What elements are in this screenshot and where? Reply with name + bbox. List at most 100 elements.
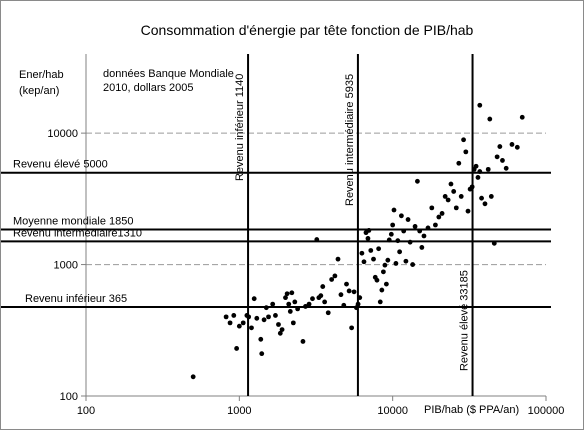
data-point-62 [377, 299, 383, 305]
data-point-69 [388, 231, 394, 237]
data-point-10 [251, 296, 257, 302]
data-point-46 [346, 288, 352, 294]
data-point-89 [436, 214, 442, 220]
data-point-96 [456, 160, 462, 166]
data-point-55 [365, 236, 371, 241]
data-point-84 [419, 245, 425, 250]
data-point-75 [398, 213, 404, 219]
data-point-13 [259, 351, 265, 357]
data-point-74 [397, 249, 403, 255]
data-point-64 [380, 269, 386, 275]
data-point-90 [439, 211, 445, 216]
y-axis-label-line-1: Ener/hab [19, 69, 64, 81]
data-point-3 [231, 313, 237, 318]
data-point-48 [351, 289, 357, 295]
data-point-25 [287, 309, 293, 314]
data-point-102 [469, 184, 475, 190]
data-point-12 [258, 336, 264, 342]
data-point-51 [357, 295, 363, 301]
data-point-119 [477, 102, 483, 108]
data-point-2 [227, 320, 233, 326]
data-point-18 [273, 313, 278, 318]
data-point-45 [344, 281, 349, 287]
data-point-41 [332, 273, 338, 279]
hline-label-0: Revenu élevé 5000 [13, 159, 108, 171]
x-tick-label-2: 10000 [377, 405, 408, 417]
data-point-98 [461, 137, 466, 143]
data-point-33 [310, 296, 315, 302]
data-point-73 [395, 238, 401, 244]
data-point-108 [482, 201, 488, 207]
y-axis-label-line-2: (kep/an) [19, 85, 59, 97]
data-point-99 [463, 149, 469, 155]
data-point-43 [338, 292, 344, 298]
data-point-52 [359, 250, 365, 256]
data-point-60 [374, 277, 380, 283]
data-point-91 [442, 194, 448, 199]
data-point-115 [503, 165, 509, 171]
data-point-31 [303, 304, 308, 309]
data-point-21 [279, 327, 285, 333]
data-point-77 [403, 258, 409, 264]
data-point-87 [429, 205, 435, 211]
data-point-82 [415, 178, 420, 184]
data-point-20 [277, 330, 283, 336]
data-point-14 [261, 317, 267, 323]
data-point-104 [473, 163, 479, 169]
data-point-112 [494, 154, 500, 160]
data-point-118 [519, 114, 525, 120]
data-point-22 [283, 295, 288, 301]
data-point-78 [405, 217, 411, 222]
hline-label-2: Revenu intermédiaire1310 [13, 227, 142, 239]
data-point-26 [289, 290, 295, 296]
data-point-81 [412, 224, 418, 229]
data-point-110 [488, 194, 494, 199]
x-tick-label-0: 100 [77, 405, 95, 417]
data-point-120 [487, 116, 493, 122]
data-point-113 [497, 144, 503, 149]
data-point-50 [355, 301, 361, 307]
data-point-109 [485, 166, 491, 172]
data-point-36 [318, 293, 324, 299]
plot-area: 100 1000 10000 100000 100 1000 10000 Revenu inf… [1, 54, 564, 417]
y-tick-label-1: 1000 [54, 260, 78, 272]
data-point-56 [366, 227, 372, 233]
data-point-68 [386, 237, 392, 243]
data-point-97 [458, 194, 464, 199]
data-point-40 [329, 277, 335, 282]
data-point-57 [368, 248, 374, 253]
data-point-16 [266, 314, 271, 320]
data-point-116 [509, 142, 515, 147]
data-point-32 [306, 301, 312, 307]
data-point-63 [379, 287, 385, 293]
data-point-24 [286, 301, 292, 307]
vline-label-2: Revenu élevé 33185 [459, 270, 471, 371]
data-point-88 [433, 222, 438, 228]
data-point-70 [390, 222, 396, 228]
data-point-17 [270, 301, 276, 307]
vline-label-1: Revenu intermédiaire 5935 [344, 74, 356, 206]
data-point-58 [371, 256, 376, 262]
y-tick-label-2: 10000 [47, 128, 78, 140]
data-point-65 [382, 262, 388, 268]
data-point-94 [451, 189, 457, 194]
x-tick-label-3: 100000 [528, 405, 565, 417]
data-point-15 [263, 305, 269, 311]
data-point-5 [236, 323, 242, 329]
data-point-93 [448, 181, 454, 187]
data-point-8 [246, 314, 252, 320]
data-point-0 [190, 374, 196, 380]
data-point-105 [475, 175, 481, 180]
data-point-44 [341, 302, 347, 308]
data-point-37 [320, 284, 326, 289]
data-point-39 [325, 310, 331, 316]
data-point-53 [361, 259, 367, 265]
data-point-19 [276, 322, 281, 327]
hline-label-1: Moyenne mondiale 1850 [13, 215, 133, 227]
data-point-34 [314, 237, 320, 242]
data-point-30 [300, 339, 306, 344]
data-point-79 [407, 239, 413, 245]
data-point-95 [453, 205, 459, 211]
source-note-line-1: données Banque Mondiale [103, 68, 234, 80]
